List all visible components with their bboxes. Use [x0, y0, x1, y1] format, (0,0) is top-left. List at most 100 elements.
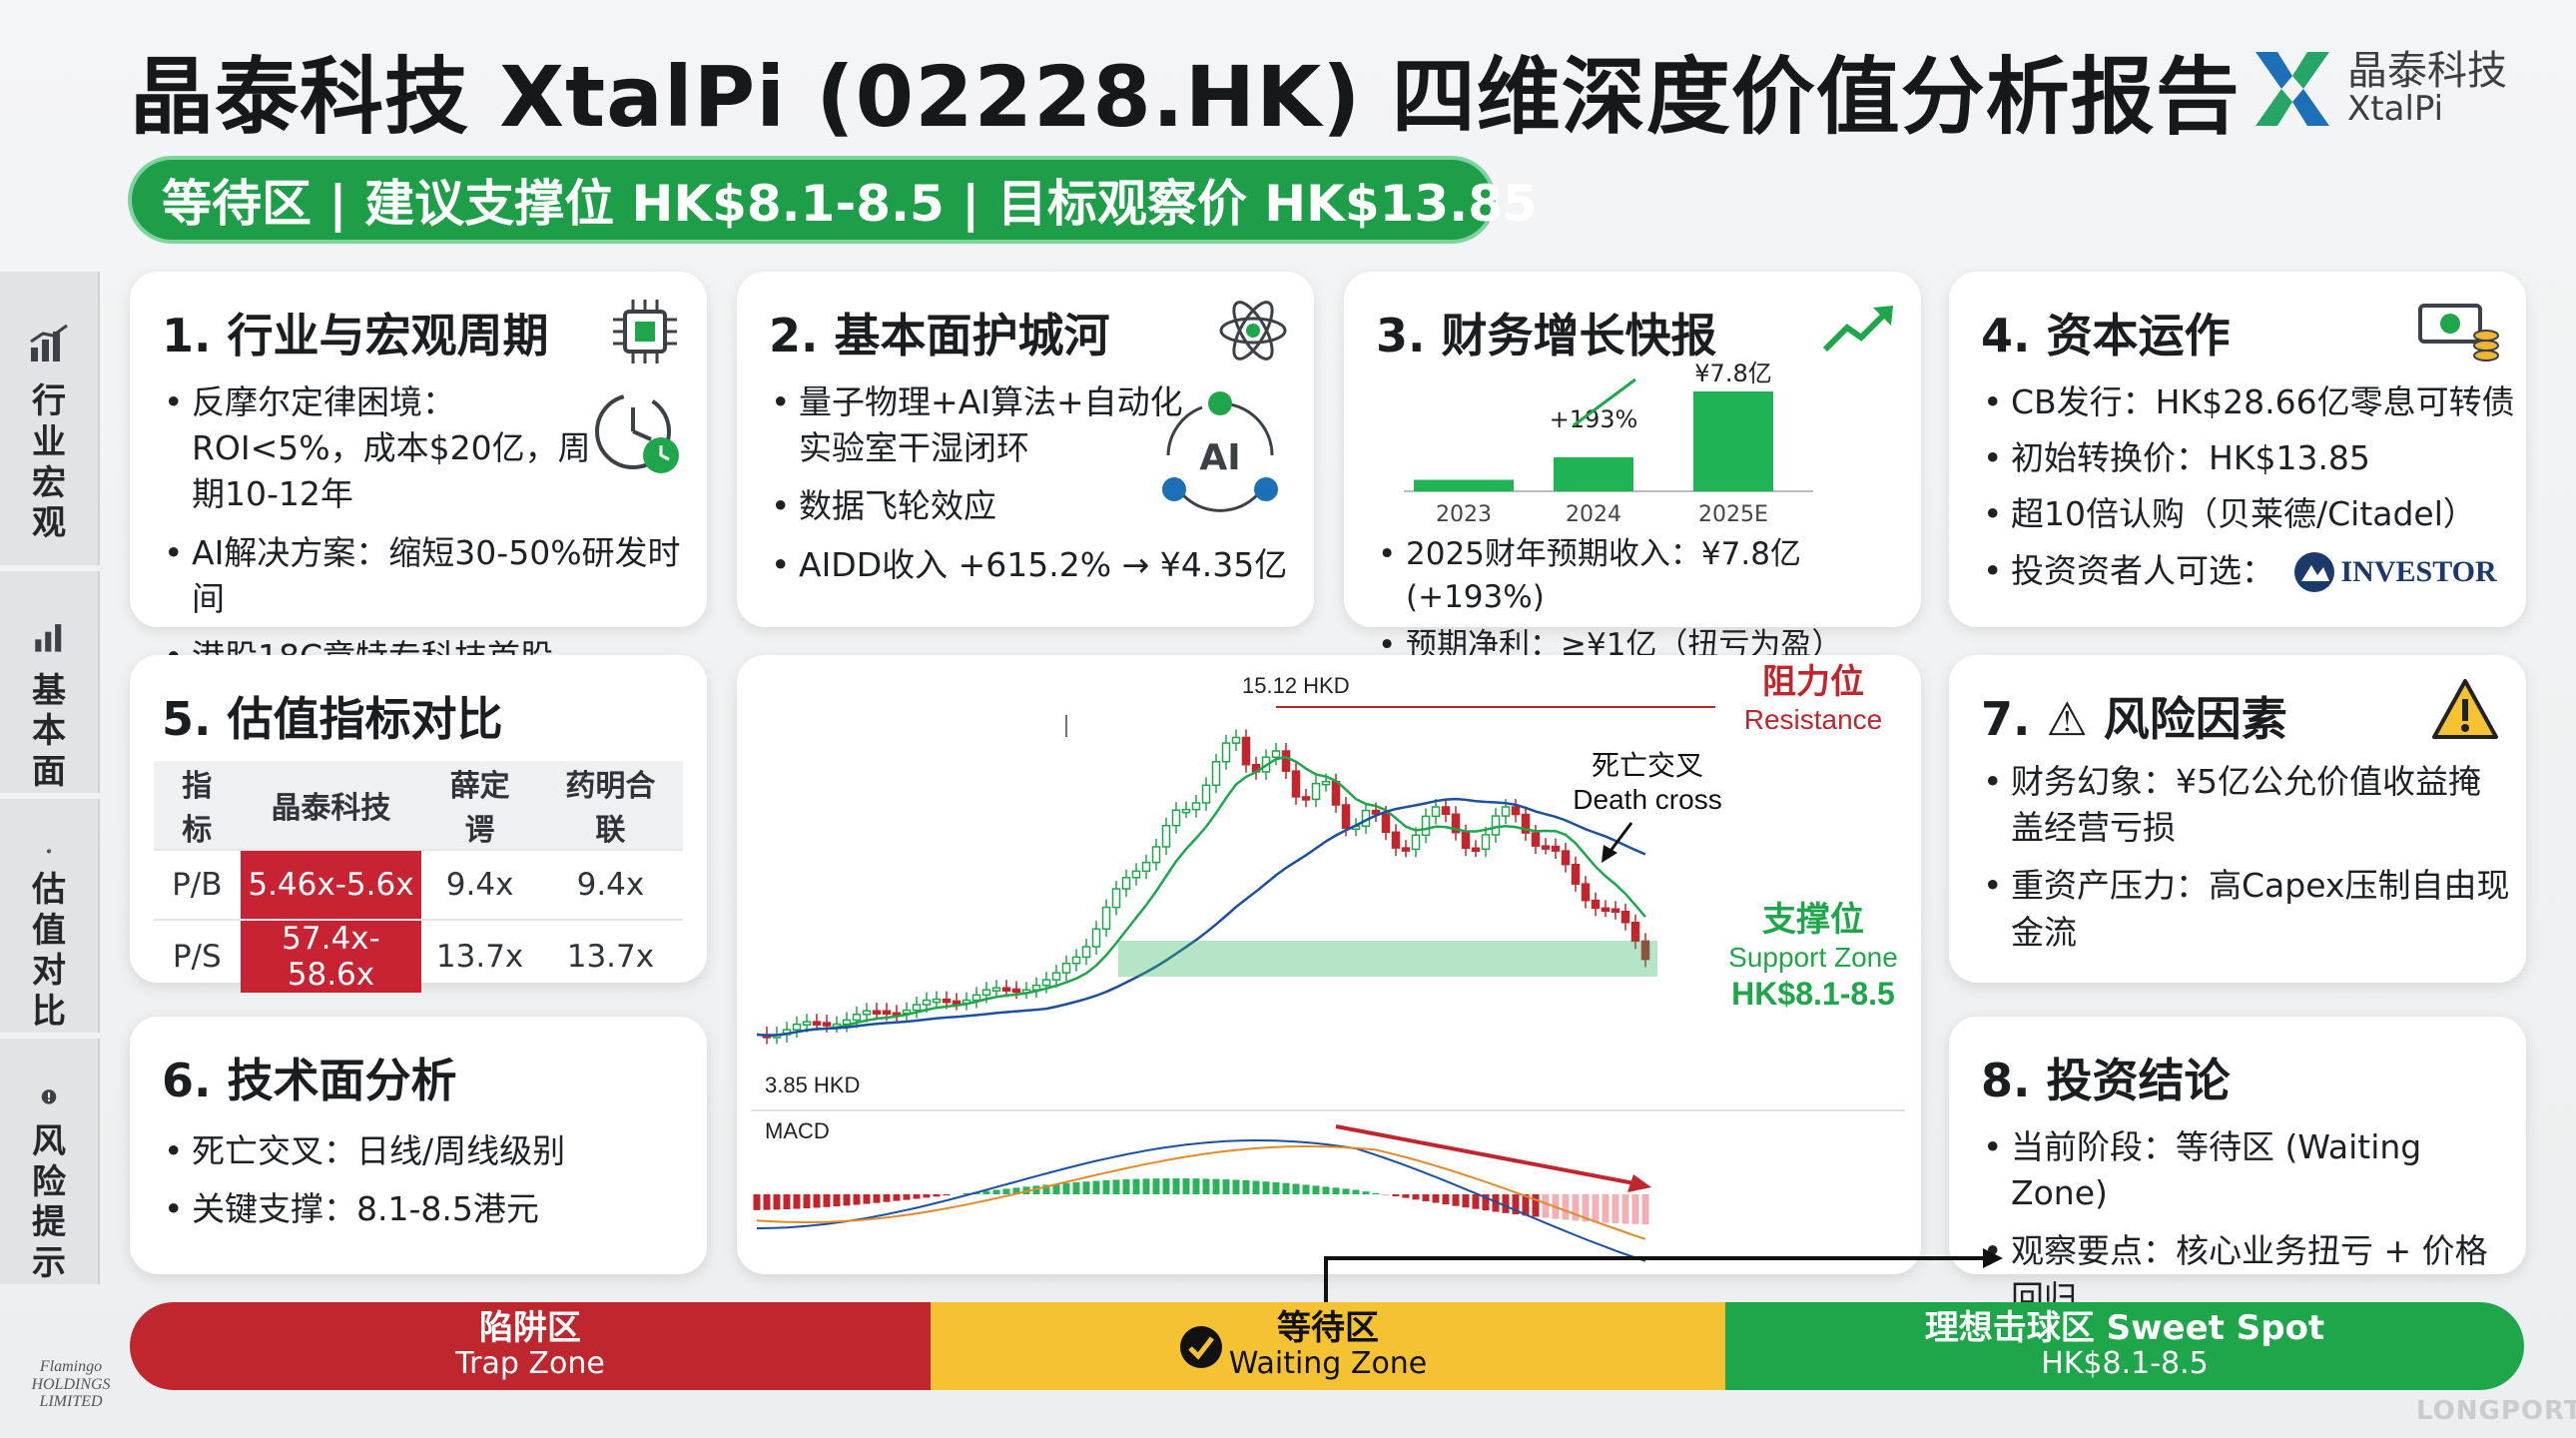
candle-body — [1101, 906, 1111, 930]
candle-body — [1451, 813, 1461, 834]
macd-bar — [1621, 1194, 1629, 1224]
macd-bar — [1052, 1183, 1060, 1194]
investor-badge: INVESTOR — [2293, 551, 2497, 593]
revenue-bar — [1693, 391, 1773, 491]
candle-body — [1411, 834, 1421, 851]
macd-bar — [833, 1194, 841, 1207]
candle-body — [882, 1010, 892, 1016]
macd-bar — [1202, 1178, 1210, 1194]
candle-body — [1181, 808, 1191, 814]
table-header: 指标 — [154, 761, 241, 850]
candle-body — [1121, 877, 1131, 890]
candle-body — [1620, 911, 1630, 924]
conclusion-list: 当前阶段：等待区 (Waiting Zone) 观察要点：核心业务扭亏 + 价格… — [1981, 1124, 2520, 1333]
candle-body — [1081, 946, 1091, 959]
candle-body — [1421, 815, 1431, 837]
candle-body — [1551, 845, 1561, 852]
macd-bar — [992, 1189, 1000, 1194]
zone-link-arrow — [1324, 1248, 2003, 1306]
candle-body — [1001, 987, 1011, 992]
list-item: 当前阶段：等待区 (Waiting Zone) — [1981, 1124, 2520, 1216]
list-item: 投资资者人可选： INVESTOR — [1981, 548, 2520, 594]
macd-bar — [1532, 1194, 1540, 1217]
candle-body — [1511, 806, 1521, 816]
macd-bar — [853, 1194, 861, 1205]
macd-bar — [1092, 1180, 1100, 1194]
macd-bar — [1432, 1194, 1440, 1203]
table-header: 薛定谔 — [421, 761, 538, 850]
growth-arrow — [1573, 377, 1636, 427]
table-row: P/S 57.4x-58.6x 13.7x 13.7x — [154, 919, 683, 993]
alert-icon — [41, 1089, 57, 1104]
long-ma-line — [756, 797, 1646, 1038]
investor-logo-icon — [2293, 552, 2334, 593]
macd-bar — [1042, 1184, 1050, 1194]
technical-list: 死亡交叉：日线/周线级别 关键支撑：8.1-8.5港元 — [162, 1128, 701, 1244]
candle-body — [1241, 736, 1251, 766]
candle-body — [1461, 831, 1471, 850]
candle-body — [1491, 815, 1501, 836]
candle-body — [1561, 850, 1571, 866]
macd-bar — [783, 1194, 791, 1209]
sweet-spot-zone: 理想击球区 Sweet Spot HK$8.1-8.5 — [1725, 1302, 2524, 1390]
support-en-label: Support Zone — [1728, 942, 1898, 973]
list-item: 财务幻象：¥5亿公允价值收益掩盖经营亏损 — [1981, 759, 2510, 851]
macd-bar — [1062, 1182, 1070, 1194]
side-tab-fundamentals[interactable]: 基本面 — [0, 571, 100, 793]
table-cell: 13.7x — [537, 919, 683, 993]
candle-body — [952, 1000, 962, 1006]
candle-body — [1111, 888, 1121, 909]
candle-body — [1531, 832, 1541, 847]
macd-bar — [903, 1194, 911, 1200]
list-item: 重资产压力：高Capex压制自由现金流 — [1981, 863, 2510, 955]
industry-card: 1. 行业与宏观周期 反摩尔定律困境：ROI<5%，成本$20亿，周期10-12… — [130, 272, 707, 680]
trend-up-icon — [1822, 306, 1893, 353]
clock-icon — [595, 393, 679, 473]
macd-bar — [1162, 1178, 1170, 1194]
candle-body — [1301, 796, 1311, 801]
candle-body — [1161, 824, 1171, 848]
candle-body — [862, 1010, 872, 1016]
macd-bar — [1322, 1186, 1330, 1194]
macd-bar — [1002, 1188, 1010, 1194]
check-circle-icon — [1180, 1326, 1222, 1368]
chip-icon — [613, 300, 677, 363]
side-tab-industry[interactable]: 行业宏观 — [0, 272, 100, 565]
macd-bar — [1512, 1194, 1520, 1215]
candle-body — [1151, 846, 1161, 864]
candle-body — [1401, 847, 1411, 852]
bar-chart-icon — [35, 624, 62, 652]
recommendation-banner: 等待区 | 建议支撑位 HK$8.1-8.5 | 目标观察价 HK$13.85 — [128, 156, 1538, 244]
industry-list: 反摩尔定律困境：ROI<5%，成本$20亿，周期10-12年 AI解决方案：缩短… — [162, 379, 681, 692]
macd-bar — [1542, 1194, 1550, 1218]
side-tab-label: 行业宏观 — [32, 381, 66, 544]
investor-badge-label: INVESTOR — [2340, 555, 2497, 589]
card-title: 4. 资本运作 — [1981, 309, 2231, 362]
candle-body — [1381, 813, 1391, 834]
candle-body — [1191, 802, 1201, 811]
list-item: 死亡交叉：日线/周线级别 — [162, 1128, 701, 1174]
revenue-bar-chart: 2023 2024 2025E+193%¥7.8亿 — [1404, 361, 1813, 527]
macd-bar — [1442, 1194, 1450, 1205]
list-item: 关键支撑：8.1-8.5港元 — [162, 1186, 701, 1232]
short-ma-line — [756, 756, 1646, 1038]
capital-list: CB发行：HK$28.66亿零息可转债 初始转换价：HK$13.85 超10倍认… — [1981, 379, 2520, 606]
macd-bar — [843, 1194, 851, 1206]
macd-bar — [863, 1194, 871, 1204]
macd-bar — [1492, 1194, 1500, 1212]
macd-bar — [1631, 1194, 1639, 1224]
candle-body — [1091, 928, 1101, 948]
side-tab-valuation[interactable]: 估值对比 — [0, 799, 100, 1033]
macd-bar — [1522, 1194, 1530, 1216]
candle-body — [1141, 861, 1151, 873]
table-cell: P/B — [154, 849, 241, 920]
candle-body — [1221, 742, 1231, 763]
macd-bar — [1182, 1178, 1190, 1194]
trap-zone: 陷阱区 Trap Zone — [130, 1302, 931, 1390]
pie-chart-icon — [47, 849, 52, 854]
macd-bar — [923, 1194, 931, 1198]
side-tab-risk[interactable]: 风险提示 — [0, 1039, 100, 1284]
macd-bar — [773, 1194, 781, 1210]
macd-bar — [1582, 1194, 1590, 1222]
macd-bar — [1342, 1188, 1350, 1194]
